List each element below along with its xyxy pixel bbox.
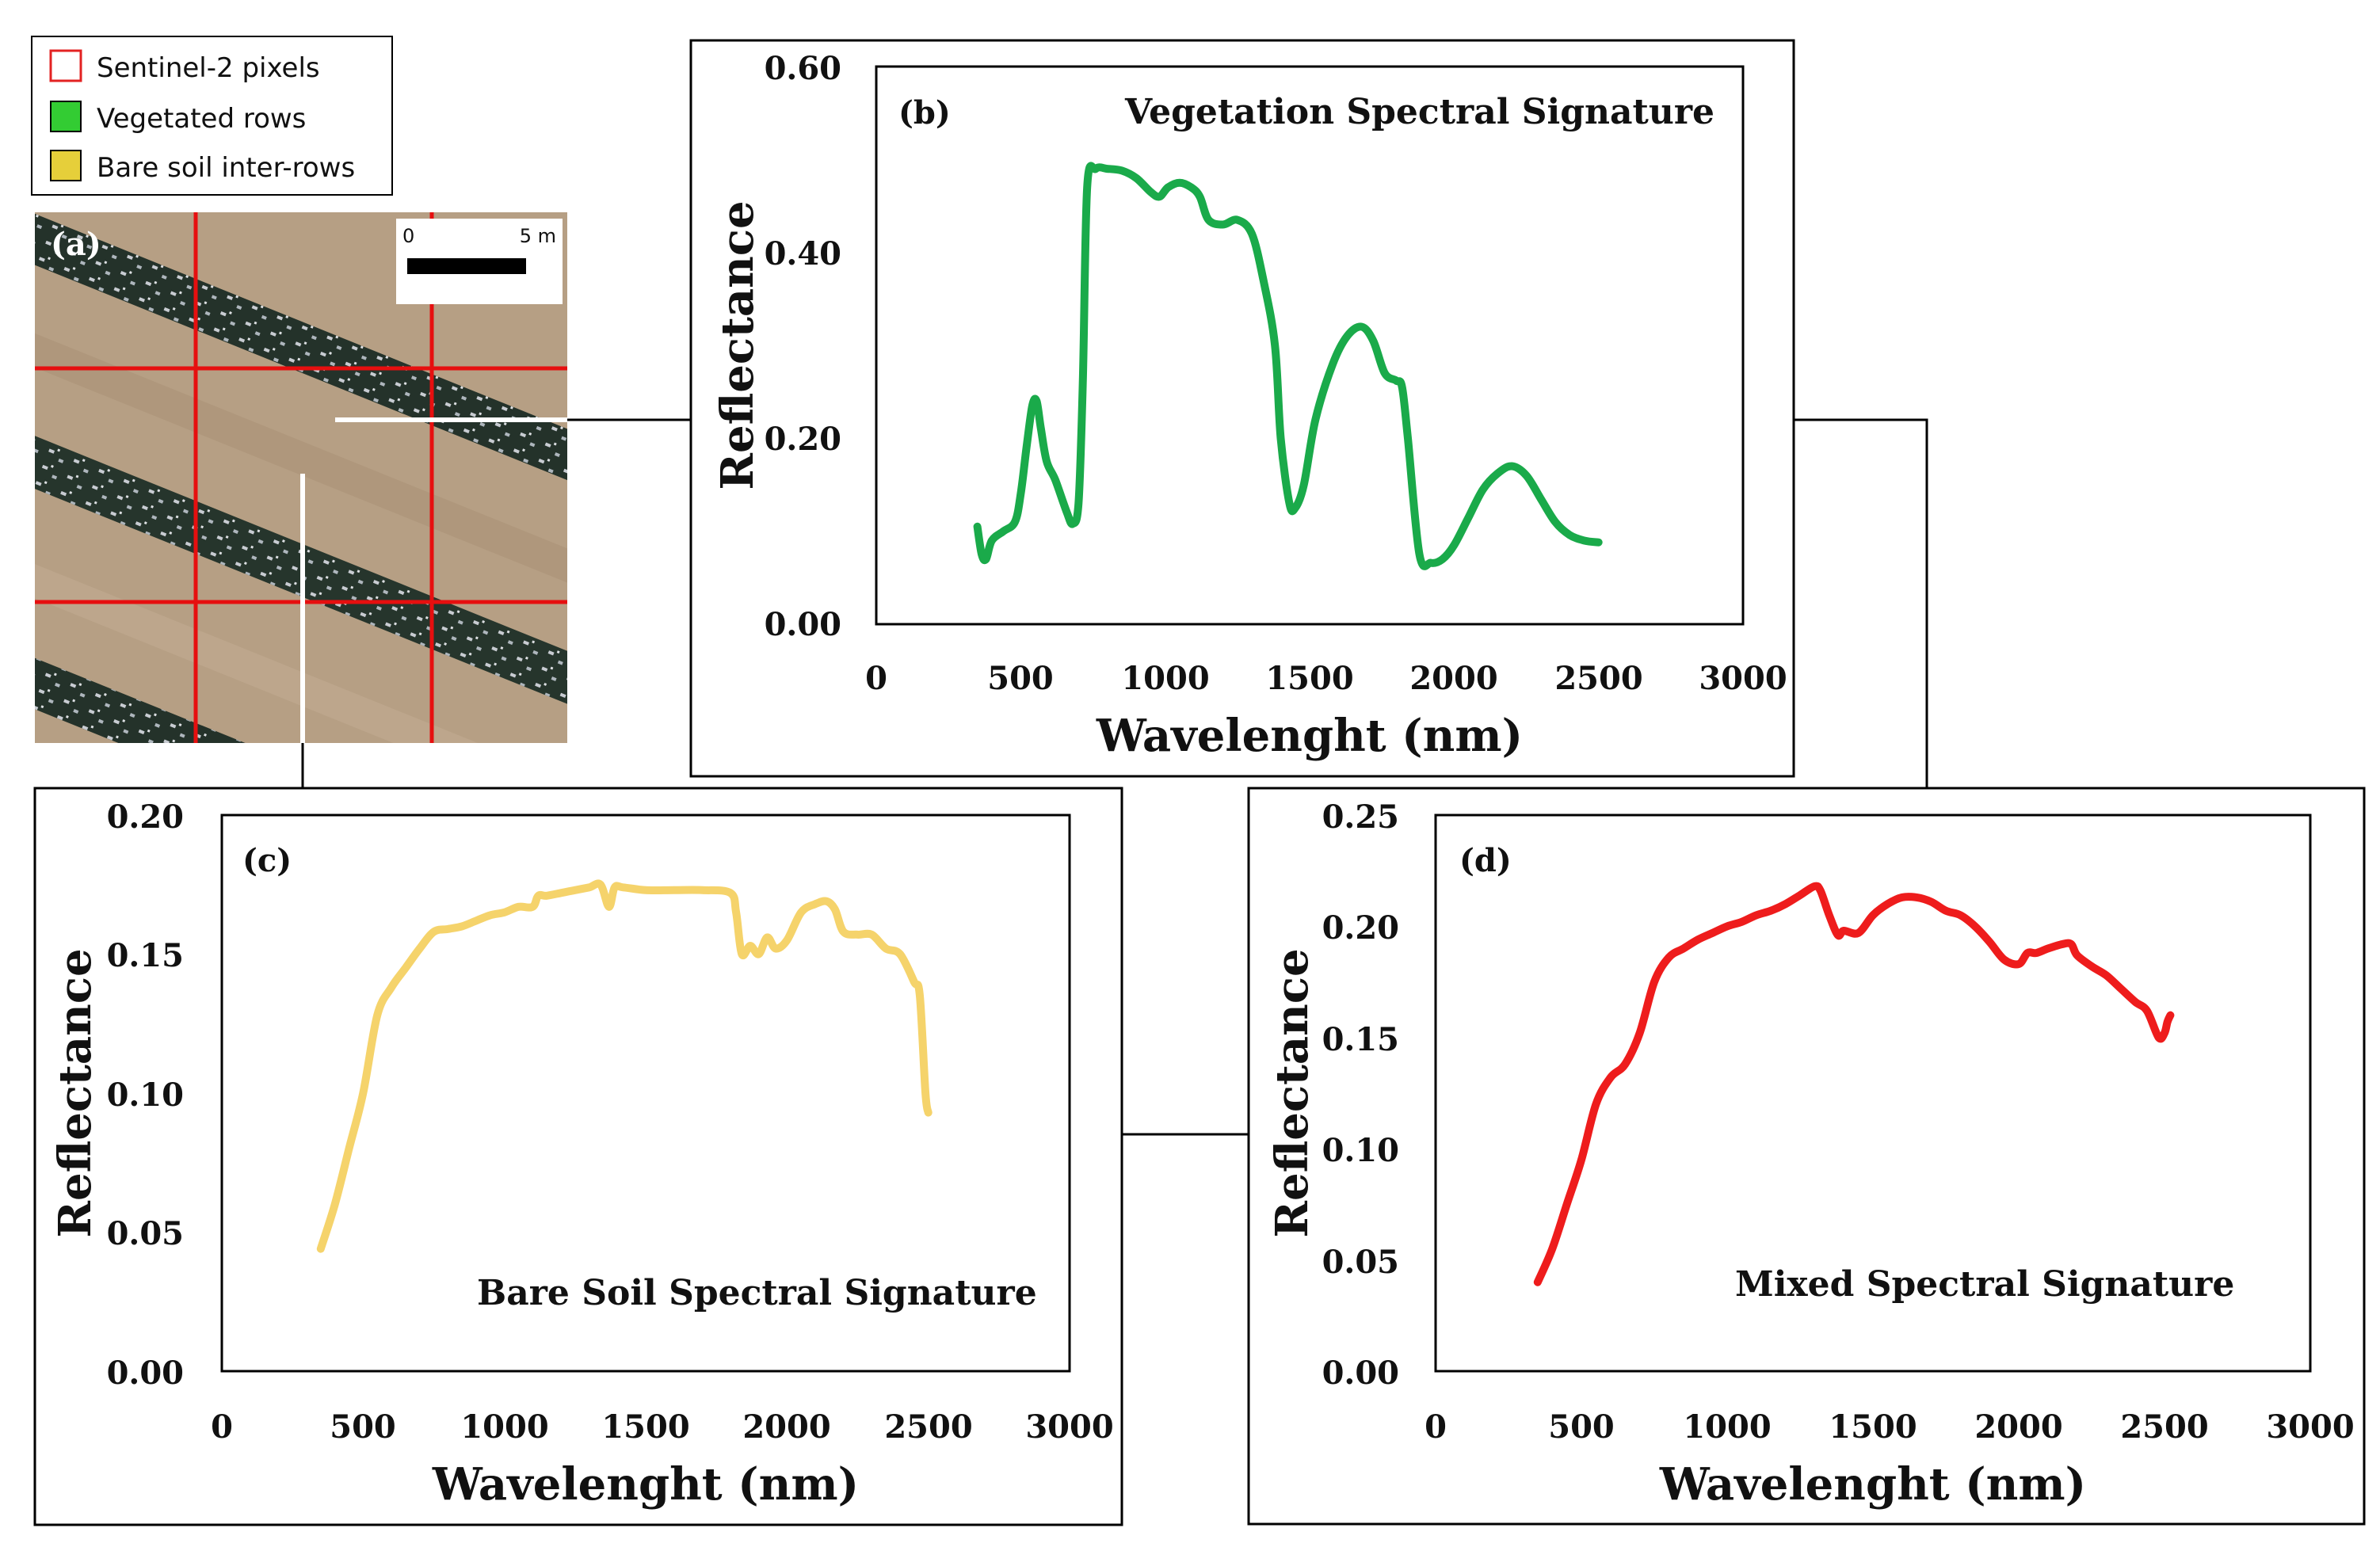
panel-d-y-axis-label: Reflectance: [1266, 948, 1318, 1237]
x-tick-label: 0: [865, 660, 887, 697]
y-tick-label: 0.20: [107, 798, 184, 836]
panel-c-x-ticks: 0 500 1000 1500 2000 2500 3000: [211, 1408, 1114, 1446]
x-tick-label: 500: [1548, 1408, 1615, 1446]
panel-c: 0.20 0.15 0.10 0.05 0.00 0 500 1000 1500…: [33, 787, 1123, 1526]
x-tick-label: 2000: [742, 1408, 830, 1446]
panel-d-tag: (d): [1459, 842, 1512, 879]
panel-b-x-ticks: 0 500 1000 1500 2000 2500 3000: [865, 660, 1787, 697]
scale-bar: [407, 258, 526, 274]
y-tick-label: 0.10: [107, 1076, 184, 1114]
y-tick-label: 0.05: [107, 1215, 184, 1252]
y-tick-label: 0.00: [107, 1355, 184, 1392]
panel-d-y-ticks: 0.25 0.20 0.15 0.10 0.05 0.00: [1322, 798, 1399, 1392]
panel-b-x-axis-label: Wavelenght (nm): [1096, 710, 1523, 762]
y-tick-label: 0.20: [1322, 909, 1399, 947]
x-tick-label: 1000: [460, 1408, 548, 1446]
panel-c-y-axis-label: Reflectance: [49, 948, 101, 1237]
y-tick-label: 0.60: [765, 50, 841, 87]
x-tick-label: 1500: [1829, 1408, 1917, 1446]
x-tick-label: 3000: [2266, 1408, 2354, 1446]
panel-d-title: Mixed Spectral Signature: [1735, 1264, 2234, 1305]
x-tick-label: 2500: [2120, 1408, 2208, 1446]
x-tick-label: 3000: [1025, 1408, 1113, 1446]
scale-start-label: 0: [402, 225, 414, 247]
x-tick-label: 0: [211, 1408, 233, 1446]
panel-b-y-axis-label: Reflectance: [711, 200, 764, 490]
panel-b-title: Vegetation Spectral Signature: [1124, 92, 1714, 132]
x-tick-label: 2000: [1974, 1408, 2062, 1446]
legend-swatch-sentinel: [49, 49, 82, 82]
y-tick-label: 0.15: [107, 937, 184, 974]
legend-label-bare-soil: Bare soil inter-rows: [97, 152, 355, 184]
panel-b-y-ticks: 0.60 0.40 0.20 0.00: [765, 50, 841, 643]
panel-c-title: Bare Soil Spectral Signature: [477, 1273, 1037, 1313]
panel-b-vegetation-series-line: [973, 162, 1603, 570]
x-tick-label: 0: [1425, 1408, 1447, 1446]
y-tick-label: 0.20: [765, 421, 841, 458]
x-tick-label: 2500: [884, 1408, 972, 1446]
x-tick-label: 2000: [1409, 660, 1497, 697]
x-tick-label: 1500: [1265, 660, 1353, 697]
scale-end-label: 5 m: [520, 225, 556, 247]
y-tick-label: 0.10: [1322, 1132, 1399, 1169]
panel-c-x-axis-label: Wavelenght (nm): [432, 1458, 859, 1511]
aerial-image: (a) 0 5 m: [35, 212, 567, 743]
y-tick-label: 0.25: [1322, 798, 1399, 836]
panel-b-tag: (b): [898, 94, 951, 131]
panel-d-mixed-series-line: [1533, 882, 2175, 1286]
aerial-tag: (a): [51, 226, 101, 263]
panel-b-plot-area: [875, 65, 1745, 626]
y-tick-label: 0.40: [765, 235, 841, 272]
legend: Sentinel-2 pixels Vegetated rows Bare so…: [31, 36, 393, 196]
x-tick-label: 1500: [601, 1408, 689, 1446]
panel-d-plot-area: [1434, 814, 2312, 1373]
y-tick-label: 0.15: [1322, 1021, 1399, 1058]
legend-label-vegetated: Vegetated rows: [97, 103, 306, 135]
x-tick-label: 1000: [1121, 660, 1209, 697]
legend-swatch-vegetated: [50, 101, 82, 132]
panel-b: 0.60 0.40 0.20 0.00 0 500 1000 1500 2000…: [689, 39, 1795, 778]
y-tick-label: 0.00: [765, 606, 841, 643]
legend-swatch-bare-soil: [50, 150, 82, 181]
legend-box: [31, 36, 393, 196]
x-tick-label: 1000: [1683, 1408, 1771, 1446]
panel-c-y-ticks: 0.20 0.15 0.10 0.05 0.00: [107, 798, 184, 1392]
connectors: [301, 418, 1928, 1136]
y-tick-label: 0.05: [1322, 1244, 1399, 1281]
panel-d-x-axis-label: Wavelenght (nm): [1659, 1458, 2086, 1511]
x-tick-label: 500: [987, 660, 1054, 697]
panel-c-bare-soil-series-line: [316, 879, 933, 1253]
panel-d: 0.25 0.20 0.15 0.10 0.05 0.00 0 500 1000…: [1247, 787, 2366, 1526]
panel-c-tag: (c): [242, 842, 292, 879]
x-tick-label: 3000: [1699, 660, 1787, 697]
x-tick-label: 500: [330, 1408, 396, 1446]
legend-label-sentinel: Sentinel-2 pixels: [97, 52, 320, 84]
y-tick-label: 0.00: [1322, 1355, 1399, 1392]
x-tick-label: 2500: [1554, 660, 1642, 697]
panel-d-x-ticks: 0 500 1000 1500 2000 2500 3000: [1425, 1408, 2355, 1446]
